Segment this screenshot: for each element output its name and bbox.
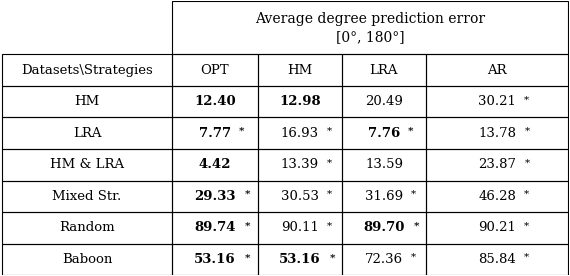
Bar (342, 117, 426, 149)
Text: *: * (327, 190, 332, 199)
Bar (426, 181, 568, 212)
Bar (2, 86, 172, 117)
Bar (342, 149, 426, 181)
Bar (342, 212, 426, 244)
Text: 53.16: 53.16 (279, 253, 320, 266)
Bar (258, 117, 342, 149)
Text: 12.40: 12.40 (194, 95, 236, 108)
Bar (426, 149, 568, 181)
Text: 30.53: 30.53 (281, 190, 319, 203)
Bar (342, 181, 426, 212)
Bar (426, 117, 568, 149)
Text: LRA: LRA (370, 63, 398, 76)
Bar (426, 244, 568, 275)
Text: 72.36: 72.36 (365, 253, 403, 266)
Bar (258, 54, 342, 86)
Text: HM: HM (287, 63, 312, 76)
Text: AR: AR (487, 63, 507, 76)
Text: [0°, 180°]: [0°, 180°] (336, 30, 405, 44)
Bar (2, 149, 172, 181)
Bar (2, 181, 172, 212)
Text: 20.49: 20.49 (365, 95, 403, 108)
Bar (258, 86, 342, 117)
Text: *: * (408, 127, 413, 136)
Text: Mixed Str.: Mixed Str. (52, 190, 122, 203)
Bar (2, 54, 172, 86)
Text: *: * (413, 222, 419, 231)
Text: *: * (245, 190, 250, 199)
Bar (426, 212, 568, 244)
Bar (172, 244, 258, 275)
Bar (342, 86, 426, 117)
Text: 90.11: 90.11 (281, 221, 319, 234)
Bar (2, 117, 172, 149)
Bar (258, 212, 342, 244)
Text: 23.87: 23.87 (478, 158, 516, 171)
Text: *: * (524, 253, 530, 262)
Bar (172, 117, 258, 149)
Bar (342, 54, 426, 86)
Text: *: * (412, 253, 417, 262)
Text: 85.84: 85.84 (478, 253, 516, 266)
Bar (258, 181, 342, 212)
Text: 46.28: 46.28 (478, 190, 516, 203)
Text: 12.98: 12.98 (279, 95, 320, 108)
Bar (172, 86, 258, 117)
Text: *: * (524, 127, 530, 136)
Text: *: * (245, 222, 250, 231)
Text: 90.21: 90.21 (478, 221, 516, 234)
Text: *: * (245, 253, 250, 262)
Text: 13.39: 13.39 (280, 158, 319, 171)
Text: HM & LRA: HM & LRA (50, 158, 124, 171)
Text: *: * (524, 95, 530, 104)
Text: *: * (327, 158, 332, 168)
Text: *: * (524, 222, 530, 231)
Text: Baboon: Baboon (62, 253, 112, 266)
Bar (172, 181, 258, 212)
Text: 89.74: 89.74 (194, 221, 236, 234)
Bar (172, 54, 258, 86)
Text: OPT: OPT (201, 63, 229, 76)
Text: 53.16: 53.16 (194, 253, 236, 266)
Text: 89.70: 89.70 (363, 221, 405, 234)
Text: *: * (524, 158, 530, 168)
Text: 31.69: 31.69 (365, 190, 403, 203)
Text: LRA: LRA (73, 127, 101, 140)
Text: Average degree prediction error: Average degree prediction error (255, 12, 485, 26)
Text: 30.21: 30.21 (478, 95, 516, 108)
Bar (426, 54, 568, 86)
Bar (342, 244, 426, 275)
Text: 29.33: 29.33 (194, 190, 236, 203)
Text: Datasets\Strategies: Datasets\Strategies (21, 63, 153, 76)
Bar (172, 1, 568, 54)
Bar (258, 149, 342, 181)
Bar (2, 244, 172, 275)
Text: 16.93: 16.93 (280, 127, 319, 140)
Text: HM: HM (75, 95, 100, 108)
Bar (172, 149, 258, 181)
Bar (172, 212, 258, 244)
Text: *: * (327, 127, 332, 136)
Text: 7.76: 7.76 (368, 127, 400, 140)
Bar (258, 244, 342, 275)
Text: *: * (524, 190, 530, 199)
Text: 13.78: 13.78 (478, 127, 516, 140)
Bar (426, 86, 568, 117)
Text: *: * (329, 253, 335, 262)
Text: *: * (412, 190, 417, 199)
Text: 13.59: 13.59 (365, 158, 403, 171)
Text: 4.42: 4.42 (199, 158, 231, 171)
Bar (2, 212, 172, 244)
Text: *: * (327, 222, 332, 231)
Text: Random: Random (59, 221, 115, 234)
Text: *: * (239, 127, 244, 136)
Text: 7.77: 7.77 (199, 127, 231, 140)
